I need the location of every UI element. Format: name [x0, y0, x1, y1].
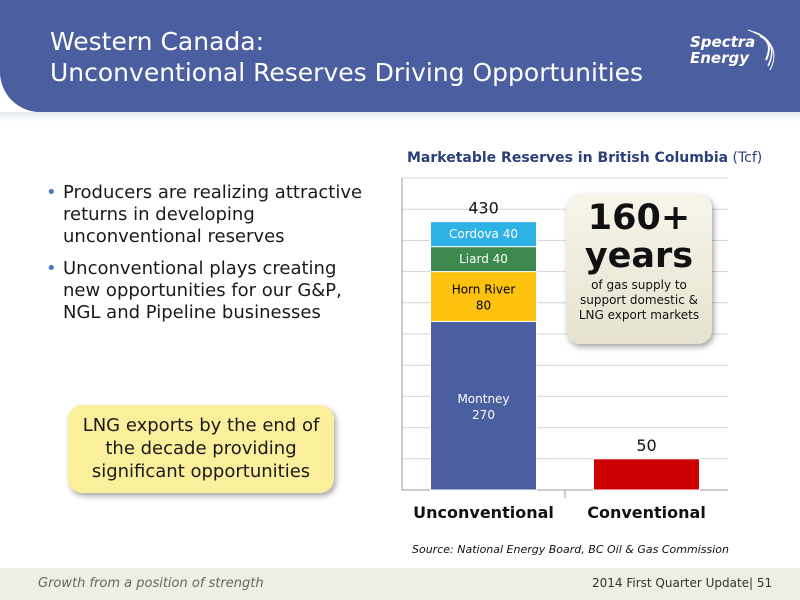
years-callout-caption: of gas supply to support domestic & LNG …	[578, 278, 700, 322]
bullet-text: Producers are realizing attractive retur…	[63, 182, 363, 247]
category-tick-label: Conventional	[587, 503, 706, 522]
footer-bar: Growth from a position of strength 2014 …	[0, 568, 800, 600]
bar-segment-montney	[430, 321, 537, 491]
bar-segment-cordova	[430, 221, 537, 248]
total-data-label: 430	[468, 199, 499, 218]
segment-value-label: 80	[476, 299, 491, 313]
segment-label: Cordova 40	[449, 227, 518, 241]
bar-segment-liard	[430, 246, 537, 273]
chart-title: Marketable Reserves in British Columbia …	[407, 150, 762, 166]
spectra-energy-logo: Spectra Energy	[682, 28, 782, 76]
header-shadow	[0, 112, 800, 122]
years-callout-box: 160+ years of gas supply to support dome…	[566, 194, 712, 344]
logo-swoosh-icon	[747, 29, 775, 71]
logo-text-spectra: Spectra	[690, 33, 756, 51]
lng-callout-box: LNG exports by the end of the decade pro…	[68, 405, 334, 493]
logo-text-energy: Energy	[690, 49, 750, 67]
bullet-item: • Producers are realizing attractive retu…	[44, 182, 364, 248]
slide-title: Western Canada: Unconventional Reserves …	[50, 26, 643, 88]
bullet-list: • Producers are realizing attractive retu…	[44, 182, 364, 334]
bullet-dot-icon: •	[46, 182, 57, 203]
bullet-text: Unconventional plays creating new opport…	[63, 258, 342, 323]
lng-callout-text: LNG exports by the end of the decade pro…	[82, 415, 320, 482]
chart-title-text: Marketable Reserves in British Columbia	[407, 150, 729, 166]
segment-value-label: 270	[472, 408, 495, 422]
bar-segment-horn-river	[430, 271, 537, 323]
chart-title-unit: (Tcf)	[732, 150, 763, 166]
total-data-label: 50	[636, 436, 656, 455]
title-line-2: Unconventional Reserves Driving Opportun…	[50, 58, 644, 87]
segment-label: Montney	[457, 392, 509, 406]
segment-label: Horn River	[452, 283, 516, 297]
years-callout-number: 160+	[587, 198, 691, 238]
bar-segment-conventional	[593, 458, 700, 491]
category-tick-label: Unconventional	[413, 503, 554, 522]
title-line-1: Western Canada:	[50, 27, 265, 56]
header-banner: Western Canada: Unconventional Reserves …	[0, 0, 800, 112]
footer-tagline: Growth from a position of strength	[38, 576, 264, 591]
segment-label: Liard 40	[459, 252, 508, 266]
footer-page-info: 2014 First Quarter Update| 51	[592, 576, 773, 590]
source-note: Source: National Energy Board, BC Oil & …	[412, 543, 729, 556]
bullet-dot-icon: •	[46, 258, 57, 279]
bullet-item: • Unconventional plays creating new oppor…	[44, 258, 364, 324]
years-callout-word: years	[584, 236, 694, 276]
